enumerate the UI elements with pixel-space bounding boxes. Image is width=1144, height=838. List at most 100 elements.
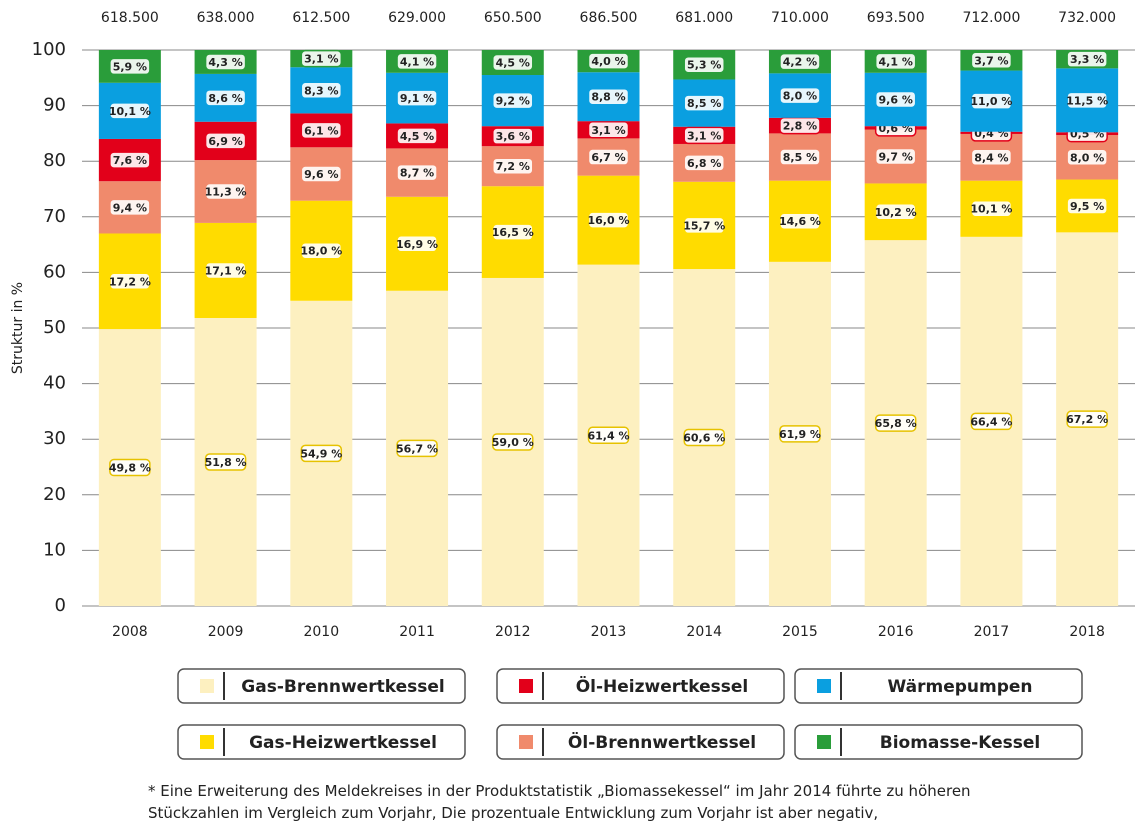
total-label: 712.000 <box>962 10 1020 26</box>
x-tick-label: 2013 <box>591 624 627 640</box>
value-label-box <box>300 165 343 183</box>
legend-box <box>496 724 785 760</box>
value-label: 8,4 % <box>974 151 1008 164</box>
x-tick-label: 2018 <box>1069 624 1105 640</box>
legend-swatch <box>200 679 214 693</box>
value-label-box <box>683 94 725 112</box>
value-label: 3,3 % <box>1070 53 1104 66</box>
value-label: 8,6 % <box>208 92 242 105</box>
value-label: 56,7 % <box>396 442 438 455</box>
value-label-box <box>1066 148 1108 167</box>
value-label-box <box>109 458 151 477</box>
value-label: 8,0 % <box>783 90 817 103</box>
y-tick-label: 20 <box>43 484 66 505</box>
value-label: 8,8 % <box>591 91 625 104</box>
footnote: * Eine Erweiterung des Meldekreises in d… <box>148 782 971 800</box>
value-label: 9,5 % <box>1070 200 1104 213</box>
y-tick-label: 40 <box>43 373 66 394</box>
value-label: 5,3 % <box>687 59 721 72</box>
x-tick-label: 2014 <box>686 624 722 640</box>
value-label-box <box>683 428 725 447</box>
y-axis-label: Struktur in % <box>10 282 26 374</box>
value-label-box <box>396 439 438 458</box>
value-label-box <box>970 92 1013 110</box>
legend-box <box>496 668 785 704</box>
value-label: 9,7 % <box>879 150 913 163</box>
value-label-box <box>204 132 247 150</box>
x-tick-label: 2009 <box>208 624 244 640</box>
total-label: 638.000 <box>197 10 255 26</box>
value-label: 9,2 % <box>496 95 530 108</box>
value-label: 9,6 % <box>879 93 913 106</box>
x-tick-label: 2015 <box>782 624 818 640</box>
total-label: 618.500 <box>101 10 159 26</box>
value-label-box <box>587 52 630 70</box>
value-label-box <box>300 49 343 68</box>
value-label-box <box>396 52 438 71</box>
value-label-box <box>396 127 438 145</box>
value-label: 4,1 % <box>400 55 434 68</box>
footnote: Stückzahlen im Vergleich zum Vorjahr, Di… <box>148 804 878 822</box>
total-label: 629.000 <box>388 10 446 26</box>
value-label-box <box>492 91 534 110</box>
value-label-box <box>204 89 247 107</box>
value-label-box <box>204 453 247 471</box>
value-label-box <box>396 163 438 182</box>
value-label-box <box>970 412 1013 431</box>
value-label: 8,0 % <box>1070 151 1104 164</box>
value-label-box <box>683 216 725 235</box>
value-label: 9,1 % <box>400 92 434 105</box>
total-label: 612.500 <box>292 10 350 26</box>
legend-swatch <box>200 735 214 749</box>
value-label-box <box>1066 91 1108 110</box>
value-label: 7,2 % <box>496 160 530 173</box>
value-label: 4,0 % <box>591 55 625 68</box>
value-label: 16,9 % <box>396 238 438 251</box>
legend-swatch <box>817 679 831 693</box>
value-label: 5,9 % <box>113 60 147 73</box>
value-label: 4,1 % <box>879 55 913 68</box>
total-label: 686.500 <box>580 10 638 26</box>
value-label: 7,6 % <box>113 154 147 167</box>
total-label: 650.500 <box>484 10 542 26</box>
value-label-box <box>109 102 151 120</box>
value-label-box <box>779 212 821 230</box>
value-label-box <box>970 148 1013 167</box>
value-label: 8,5 % <box>687 97 721 110</box>
value-label-box <box>300 121 343 140</box>
value-label-box <box>874 90 917 109</box>
value-label-box <box>492 223 534 241</box>
total-label: 710.000 <box>771 10 829 26</box>
value-label-box <box>492 127 534 145</box>
y-tick-label: 10 <box>43 539 66 560</box>
value-label: 14,6 % <box>779 215 821 228</box>
value-label: 6,7 % <box>591 151 625 164</box>
value-label-box <box>587 211 630 229</box>
value-label: 3,1 % <box>687 129 721 142</box>
value-label: 8,5 % <box>783 151 817 164</box>
value-label-box <box>396 235 438 253</box>
x-tick-label: 2010 <box>303 624 339 640</box>
value-label: 10,1 % <box>970 203 1012 216</box>
value-label-box <box>492 157 534 175</box>
value-label-box <box>683 154 725 172</box>
value-label-box <box>1066 410 1108 428</box>
legend-swatch <box>519 735 533 749</box>
value-label: 3,6 % <box>496 130 530 143</box>
value-label: 16,5 % <box>492 226 534 239</box>
value-label-box <box>970 51 1013 70</box>
value-label-box <box>109 272 151 291</box>
value-label-box <box>300 81 343 100</box>
legend-label: Gas-Brennwertkessel <box>241 677 444 697</box>
y-tick-label: 60 <box>43 261 66 282</box>
legend-box <box>794 668 1083 704</box>
x-tick-label: 2016 <box>878 624 914 640</box>
x-tick-label: 2017 <box>974 624 1010 640</box>
value-label-box <box>779 52 821 71</box>
y-tick-label: 0 <box>55 595 66 616</box>
y-tick-label: 90 <box>43 95 66 116</box>
value-label: 11,0 % <box>970 95 1012 108</box>
value-label-box <box>779 148 821 166</box>
value-label-box <box>874 147 917 166</box>
